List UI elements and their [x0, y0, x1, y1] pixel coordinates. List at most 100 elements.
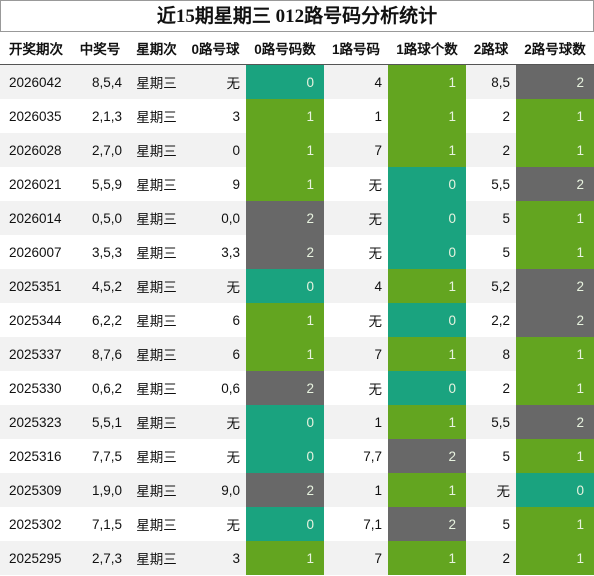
route1-balls-cell: 1: [324, 405, 388, 439]
analysis-table: 开奖期次 中奖号 星期次 0路号球 0路号码数 1路号码 1路球个数 2路球 2…: [0, 32, 594, 575]
route0-balls-cell: 无: [185, 507, 246, 541]
weekday-cell: 星期三: [128, 167, 185, 201]
table-row: 2025330 0,6,2 星期三 0,6 2 无 0 2 1: [0, 371, 594, 405]
route2-count-cell: 1: [516, 133, 594, 167]
issue-cell: 2026007: [0, 235, 72, 269]
weekday-cell: 星期三: [128, 303, 185, 337]
route1-count-cell: 1: [388, 99, 466, 133]
route1-count-cell: 2: [388, 507, 466, 541]
winning-numbers-cell: 8,5,4: [72, 64, 128, 99]
route1-balls-cell: 无: [324, 235, 388, 269]
header-route1-balls: 1路号码: [324, 32, 388, 65]
route0-count-cell: 0: [246, 269, 324, 303]
route1-count-cell: 2: [388, 439, 466, 473]
weekday-cell: 星期三: [128, 99, 185, 133]
table-row: 2026042 8,5,4 星期三无 0 4 1 8,5 2: [0, 64, 594, 99]
page-title: 近15期星期三 012路号码分析统计: [0, 0, 594, 32]
route0-balls-cell: 无: [185, 269, 246, 303]
route0-balls-cell: 6: [185, 303, 246, 337]
route0-count-cell: 1: [246, 133, 324, 167]
table-row: 2026021 5,5,9 星期三 9 1 无 0 5,5 2: [0, 167, 594, 201]
route0-count-cell: 1: [246, 99, 324, 133]
weekday-cell: 星期三: [128, 133, 185, 167]
route0-count-cell: 1: [246, 337, 324, 371]
issue-cell: 2025309: [0, 473, 72, 507]
table-row: 2026028 2,7,0 星期三 0 1 7 1 2 1: [0, 133, 594, 167]
route1-balls-cell: 7: [324, 541, 388, 575]
route1-balls-cell: 4: [324, 64, 388, 99]
weekday-cell: 星期三: [128, 337, 185, 371]
route0-balls-cell: 无: [185, 64, 246, 99]
route2-balls-cell: 5: [466, 439, 516, 473]
issue-cell: 2025351: [0, 269, 72, 303]
issue-cell: 2025323: [0, 405, 72, 439]
weekday-cell: 星期三: [128, 201, 185, 235]
route2-count-cell: 2: [516, 303, 594, 337]
route0-count-cell: 2: [246, 201, 324, 235]
route0-balls-cell: 9,0: [185, 473, 246, 507]
route2-count-cell: 2: [516, 64, 594, 99]
header-route0-balls: 0路号球: [185, 32, 246, 65]
issue-cell: 2026042: [0, 64, 72, 99]
issue-cell: 2025330: [0, 371, 72, 405]
route2-count-cell: 0: [516, 473, 594, 507]
route1-balls-cell: 7,1: [324, 507, 388, 541]
route2-balls-cell: 5: [466, 201, 516, 235]
issue-cell: 2025295: [0, 541, 72, 575]
winning-numbers-cell: 5,5,9: [72, 167, 128, 201]
header-route1-count: 1路球个数: [388, 32, 466, 65]
route2-count-cell: 1: [516, 201, 594, 235]
route0-balls-cell: 0,6: [185, 371, 246, 405]
route1-count-cell: 1: [388, 64, 466, 99]
weekday-cell: 星期三: [128, 473, 185, 507]
winning-numbers-cell: 0,6,2: [72, 371, 128, 405]
winning-numbers-cell: 4,5,2: [72, 269, 128, 303]
winning-numbers-cell: 2,7,0: [72, 133, 128, 167]
weekday-cell: 星期三: [128, 507, 185, 541]
weekday-cell: 星期三: [128, 235, 185, 269]
route1-count-cell: 1: [388, 133, 466, 167]
route0-balls-cell: 0: [185, 133, 246, 167]
route2-balls-cell: 5,2: [466, 269, 516, 303]
route0-count-cell: 0: [246, 405, 324, 439]
route2-count-cell: 1: [516, 337, 594, 371]
table-row: 2025323 5,5,1 星期三无 0 1 1 5,5 2: [0, 405, 594, 439]
header-issue: 开奖期次: [0, 32, 72, 65]
route1-balls-cell: 7: [324, 133, 388, 167]
route1-balls-cell: 1: [324, 99, 388, 133]
issue-cell: 2025337: [0, 337, 72, 371]
route2-count-cell: 1: [516, 541, 594, 575]
route1-count-cell: 0: [388, 201, 466, 235]
table-row: 2025316 7,7,5 星期三无 0 7,7 2 5 1: [0, 439, 594, 473]
table-row: 2025309 1,9,0 星期三 9,0 2 1 1 无 0: [0, 473, 594, 507]
route1-count-cell: 0: [388, 303, 466, 337]
winning-numbers-cell: 1,9,0: [72, 473, 128, 507]
route2-balls-cell: 2: [466, 99, 516, 133]
weekday-cell: 星期三: [128, 269, 185, 303]
route0-count-cell: 0: [246, 64, 324, 99]
route1-count-cell: 1: [388, 337, 466, 371]
route2-balls-cell: 8: [466, 337, 516, 371]
route2-balls-cell: 5,5: [466, 405, 516, 439]
winning-numbers-cell: 6,2,2: [72, 303, 128, 337]
header-route2-count: 2路号球数: [516, 32, 594, 65]
winning-numbers-cell: 2,1,3: [72, 99, 128, 133]
route1-balls-cell: 无: [324, 303, 388, 337]
route2-balls-cell: 5: [466, 235, 516, 269]
route0-count-cell: 2: [246, 235, 324, 269]
issue-cell: 2025344: [0, 303, 72, 337]
route0-count-cell: 1: [246, 167, 324, 201]
header-winning-numbers: 中奖号: [72, 32, 128, 65]
route2-balls-cell: 2,2: [466, 303, 516, 337]
weekday-cell: 星期三: [128, 405, 185, 439]
table-row: 2026014 0,5,0 星期三 0,0 2 无 0 5 1: [0, 201, 594, 235]
table-row: 2025302 7,1,5 星期三无 0 7,1 2 5 1: [0, 507, 594, 541]
route2-balls-cell: 无: [466, 473, 516, 507]
route2-balls-cell: 8,5: [466, 64, 516, 99]
winning-numbers-cell: 0,5,0: [72, 201, 128, 235]
route2-count-cell: 1: [516, 507, 594, 541]
header-route0-count: 0路号码数: [246, 32, 324, 65]
winning-numbers-cell: 7,1,5: [72, 507, 128, 541]
table-header-row: 开奖期次 中奖号 星期次 0路号球 0路号码数 1路号码 1路球个数 2路球 2…: [0, 32, 594, 65]
